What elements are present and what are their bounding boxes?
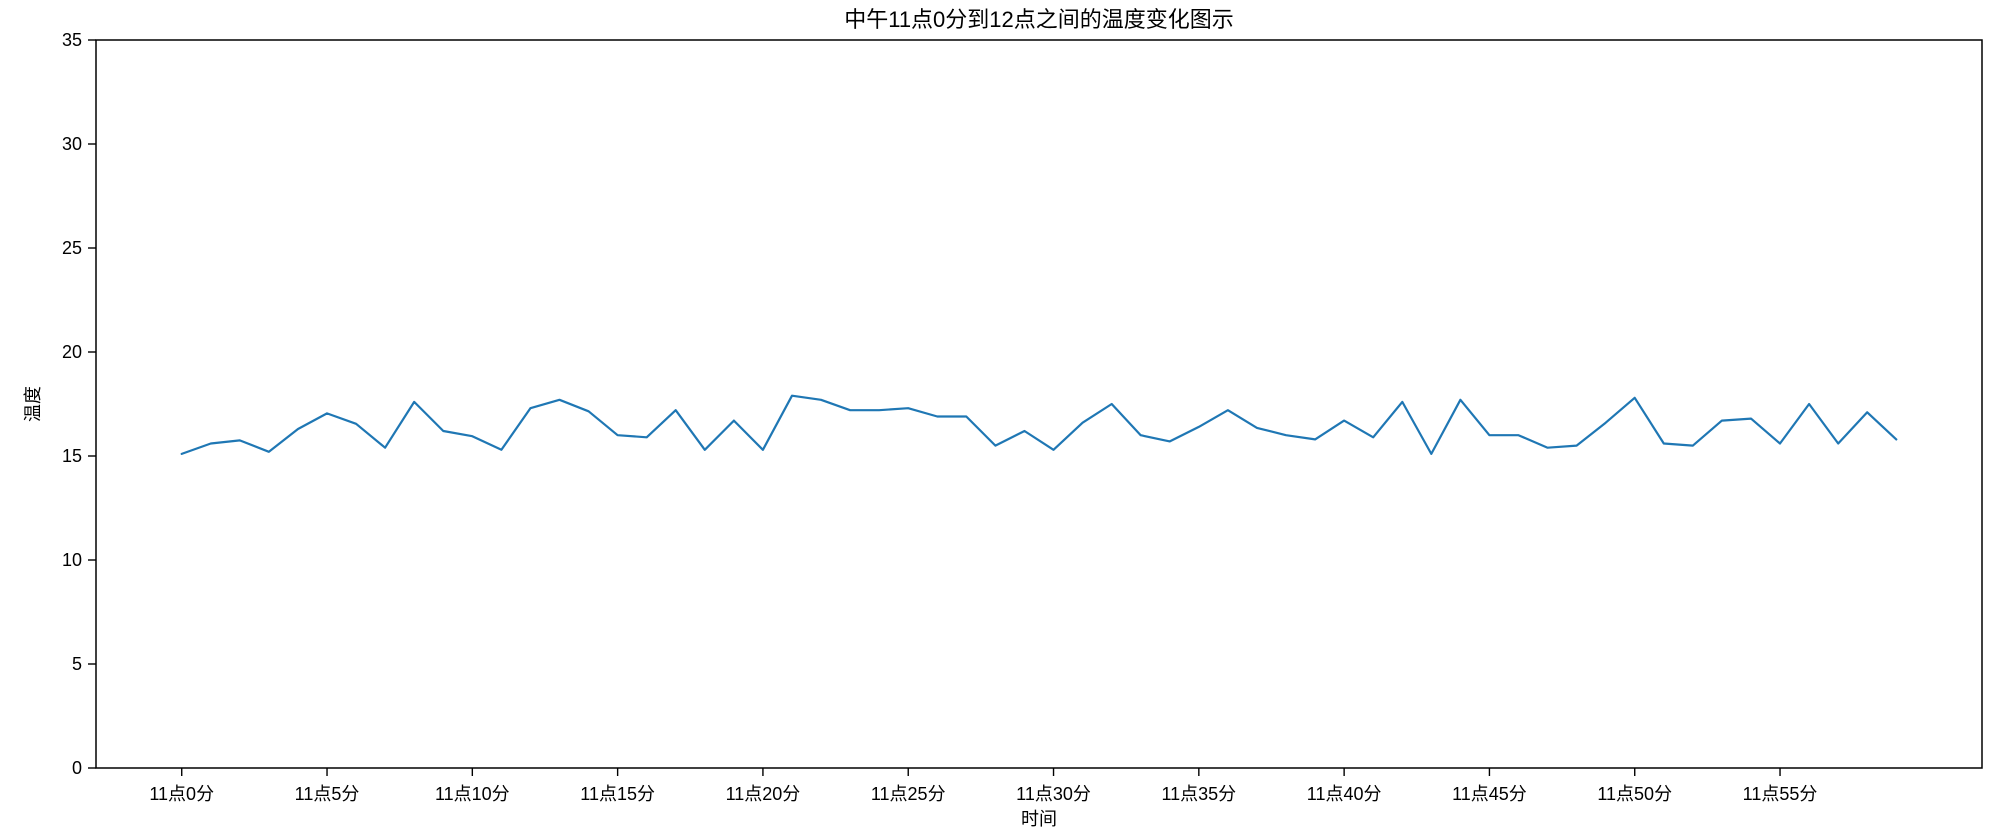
y-tick-label: 0 [72,758,82,778]
x-axis-label: 时间 [1021,809,1057,829]
y-axis-label: 温度 [23,386,43,422]
x-tick-label: 11点55分 [1743,784,1818,804]
x-tick-label: 11点0分 [149,784,214,804]
x-tick-label: 11点30分 [1016,784,1091,804]
temperature-line [180,394,1898,455]
x-tick-label: 11点10分 [435,784,510,804]
x-tick-label: 11点40分 [1307,784,1382,804]
x-tick-label: 11点15分 [580,784,655,804]
y-tick-label: 35 [62,30,82,50]
x-tick-label: 11点5分 [295,784,360,804]
plot-border [95,39,1983,769]
x-tick-label: 11点20分 [726,784,801,804]
x-tick-label: 11点25分 [871,784,946,804]
y-tick-label: 15 [62,446,82,466]
x-tick-label: 11点45分 [1452,784,1527,804]
y-tick-label: 30 [62,134,82,154]
y-tick-label: 10 [62,550,82,570]
y-tick-label: 5 [72,654,82,674]
y-tick-label: 25 [62,238,82,258]
x-tick-label: 11点50分 [1597,784,1672,804]
y-tick-label: 20 [62,342,82,362]
chart-title: 中午11点0分到12点之间的温度变化图示 [844,7,1234,32]
x-tick-label: 11点35分 [1161,784,1236,804]
